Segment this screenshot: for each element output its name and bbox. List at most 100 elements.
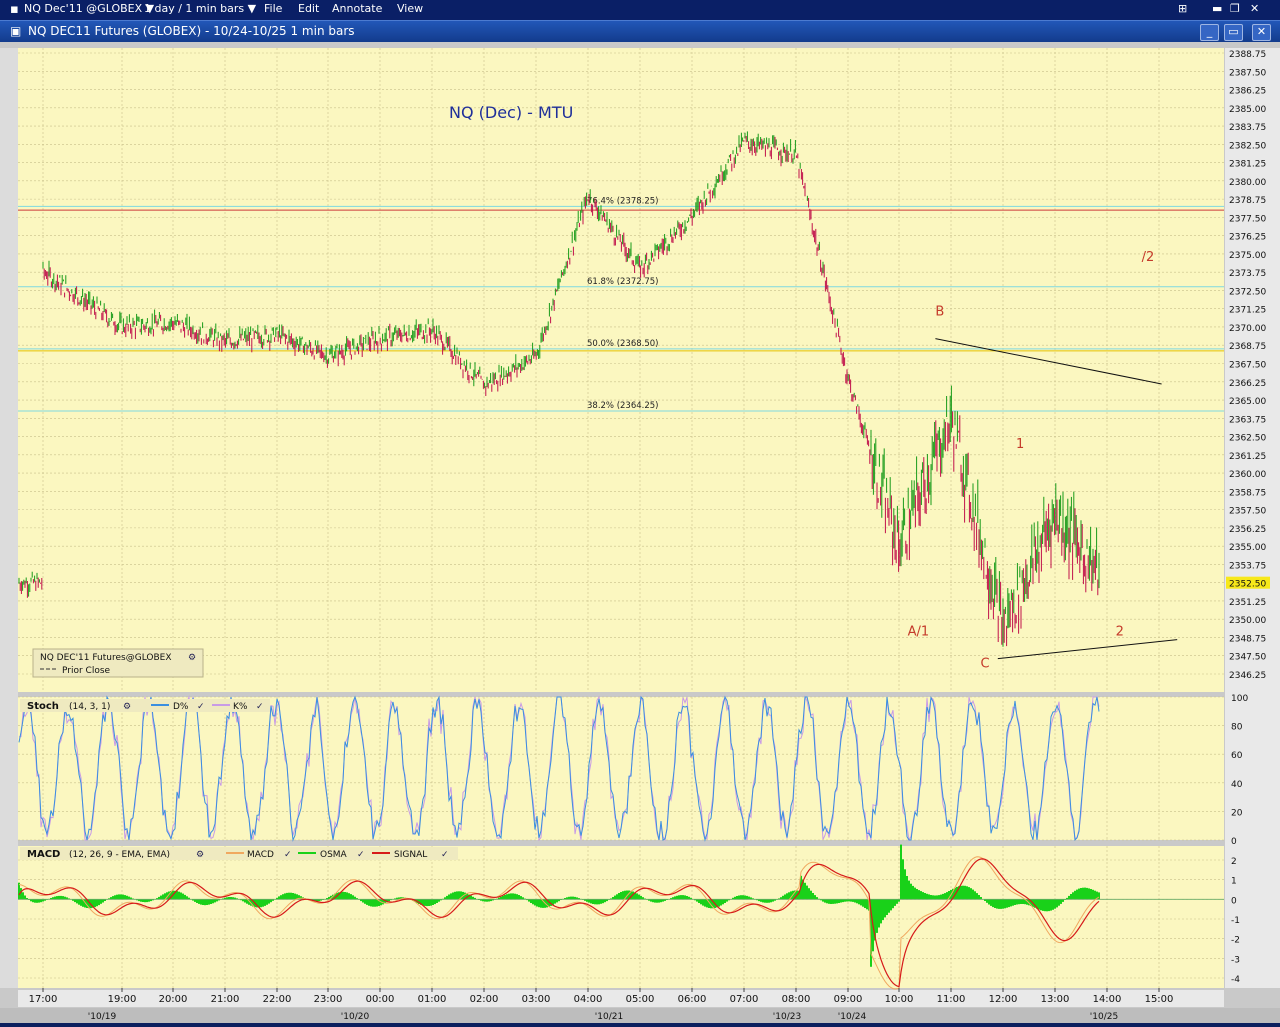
maximize-button[interactable]: ▭ <box>1224 24 1243 41</box>
date-axis-label: '10/23 <box>773 1012 801 1022</box>
stoch-axis-label: 60 <box>1231 751 1243 761</box>
wave-label: A/1 <box>908 624 930 639</box>
price-axis-label: 2373.75 <box>1229 269 1266 279</box>
time-axis-bg <box>18 990 1224 1007</box>
price-axis-label: 2378.75 <box>1229 196 1266 206</box>
macd-line <box>18 856 1100 990</box>
wave-label: 2 <box>1116 624 1124 639</box>
wave-label: C <box>980 656 989 671</box>
macd-toggle-icon[interactable]: ✓ <box>284 850 292 860</box>
price-axis-label: 2355.00 <box>1229 543 1266 553</box>
time-axis-label: 23:00 <box>314 994 343 1005</box>
price-axis-label: 2360.00 <box>1229 470 1266 480</box>
price-axis-label: 2358.75 <box>1229 488 1266 498</box>
price-axis-label: 2381.25 <box>1229 160 1266 170</box>
stoch-axis-label: 40 <box>1231 780 1243 790</box>
interval-selector[interactable]: 1 day / 1 min bars ▼ <box>144 2 256 15</box>
stoch-k-toggle-icon[interactable]: ✓ <box>256 702 264 712</box>
price-axis-label: 2365.00 <box>1229 397 1266 407</box>
price-axis-label: 2356.25 <box>1229 525 1266 535</box>
price-axis-bg <box>1225 48 1280 988</box>
price-axis-label: 2366.25 <box>1229 379 1266 389</box>
time-axis-label: 20:00 <box>159 994 188 1005</box>
price-axis-label: 2368.75 <box>1229 342 1266 352</box>
time-axis-label: 10:00 <box>885 994 914 1005</box>
macd-title: MACD <box>27 849 60 860</box>
price-axis-label: 2363.75 <box>1229 415 1266 425</box>
chart-window-titlebar: ▣ NQ DEC11 Futures (GLOBEX) - 10/24-10/2… <box>0 20 1280 43</box>
wave-label: B <box>935 304 944 319</box>
time-axis-label: 13:00 <box>1041 994 1070 1005</box>
time-axis-label: 02:00 <box>470 994 499 1005</box>
legend-gear-icon[interactable]: ⚙ <box>188 653 196 663</box>
menu-view[interactable]: View <box>397 2 424 15</box>
menu-file[interactable]: File <box>264 2 283 15</box>
stoch-axis-label: 100 <box>1231 694 1248 704</box>
macd-params: (12, 26, 9 - EMA, EMA) <box>69 850 170 860</box>
close-button[interactable]: ✕ <box>1252 24 1271 41</box>
price-axis-label: 2385.00 <box>1229 105 1266 115</box>
price-axis-label: 2372.50 <box>1229 287 1266 297</box>
date-scrollbar[interactable] <box>0 1008 1280 1023</box>
signal-toggle-icon[interactable]: ✓ <box>441 850 449 860</box>
fib-level-label: 61.8% (2372.75) <box>587 277 659 287</box>
time-axis-label: 07:00 <box>730 994 759 1005</box>
trendline[interactable] <box>935 338 1162 385</box>
price-axis-label: 2370.00 <box>1229 324 1266 334</box>
price-axis-label: 2351.25 <box>1229 598 1266 608</box>
menu-edit[interactable]: Edit <box>298 2 320 15</box>
prior-close-label: Prior Close <box>62 666 111 676</box>
macd-gear-icon[interactable]: ⚙ <box>196 850 204 860</box>
chart-window-title: NQ DEC11 Futures (GLOBEX) - 10/24-10/25 … <box>28 24 355 38</box>
chart-window-icon: ▣ <box>10 24 22 38</box>
symbol-selector[interactable]: NQ Dec'11 @GLOBEX ▼ <box>24 2 154 15</box>
osma-toggle-icon[interactable]: ✓ <box>357 850 365 860</box>
stoch-axis-label: 80 <box>1231 723 1243 733</box>
stoch-axis-label: 0 <box>1231 837 1237 847</box>
chart-canvas[interactable]: 76.4% (2378.25) 61.8% (2372.75) 50.0% (236… <box>0 42 1280 1023</box>
price-axis-label: 2371.25 <box>1229 306 1266 316</box>
price-axis-label: 2377.50 <box>1229 214 1266 224</box>
time-axis-label: 19:00 <box>108 994 137 1005</box>
menu-annotate[interactable]: Annotate <box>332 2 383 15</box>
minimize-app-icon[interactable]: ▬ <box>1212 2 1223 15</box>
price-axis-label: 2362.50 <box>1229 434 1266 444</box>
time-axis-label: 01:00 <box>418 994 447 1005</box>
macd-axis-label: 1 <box>1231 877 1237 887</box>
time-axis-label: 14:00 <box>1093 994 1122 1005</box>
close-app-icon[interactable]: ✕ <box>1250 2 1260 15</box>
price-axis-label: 2353.75 <box>1229 561 1266 571</box>
time-axis-label: 22:00 <box>263 994 292 1005</box>
date-axis-label: '10/20 <box>341 1012 370 1022</box>
time-axis-label: 21:00 <box>211 994 240 1005</box>
price-axis-label: 2361.25 <box>1229 452 1266 462</box>
layout-icon[interactable]: ⊞ <box>1178 2 1188 15</box>
stoch-gear-icon[interactable]: ⚙ <box>123 702 131 712</box>
time-axis-label: 04:00 <box>574 994 603 1005</box>
wave-label: 1 <box>1016 437 1024 452</box>
time-axis-label: 09:00 <box>834 994 863 1005</box>
date-axis-label: '10/21 <box>595 1012 623 1022</box>
stoch-k-label: K% <box>233 702 248 712</box>
macd-axis-label: -4 <box>1231 975 1240 985</box>
interval-label: 1 day / 1 min bars <box>144 2 245 15</box>
left-scroll-strip[interactable] <box>0 48 18 988</box>
trendline[interactable] <box>997 639 1178 660</box>
stoch-legend-box <box>20 699 270 712</box>
signal-label: SIGNAL <box>394 850 427 860</box>
macd-axis-label: -2 <box>1231 936 1240 946</box>
stoch-d-toggle-icon[interactable]: ✓ <box>197 702 205 712</box>
wave-label: /2 <box>1142 250 1155 265</box>
time-axis-label: 06:00 <box>678 994 707 1005</box>
stoch-panel-bg <box>18 697 1224 840</box>
fib-level-label: 50.0% (2368.50) <box>587 339 659 349</box>
chevron-down-icon: ▼ <box>145 2 155 15</box>
macd-panel-bg <box>18 846 1224 988</box>
time-axis-label: 08:00 <box>782 994 811 1005</box>
minimize-button[interactable]: _ <box>1200 24 1219 41</box>
symbol-label: NQ Dec'11 @GLOBEX <box>24 2 143 15</box>
price-axis-label: 2386.25 <box>1229 87 1266 97</box>
restore-app-icon[interactable]: ❐ <box>1230 2 1240 15</box>
time-axis-label: 15:00 <box>1145 994 1174 1005</box>
stoch-d-line <box>18 695 1100 842</box>
